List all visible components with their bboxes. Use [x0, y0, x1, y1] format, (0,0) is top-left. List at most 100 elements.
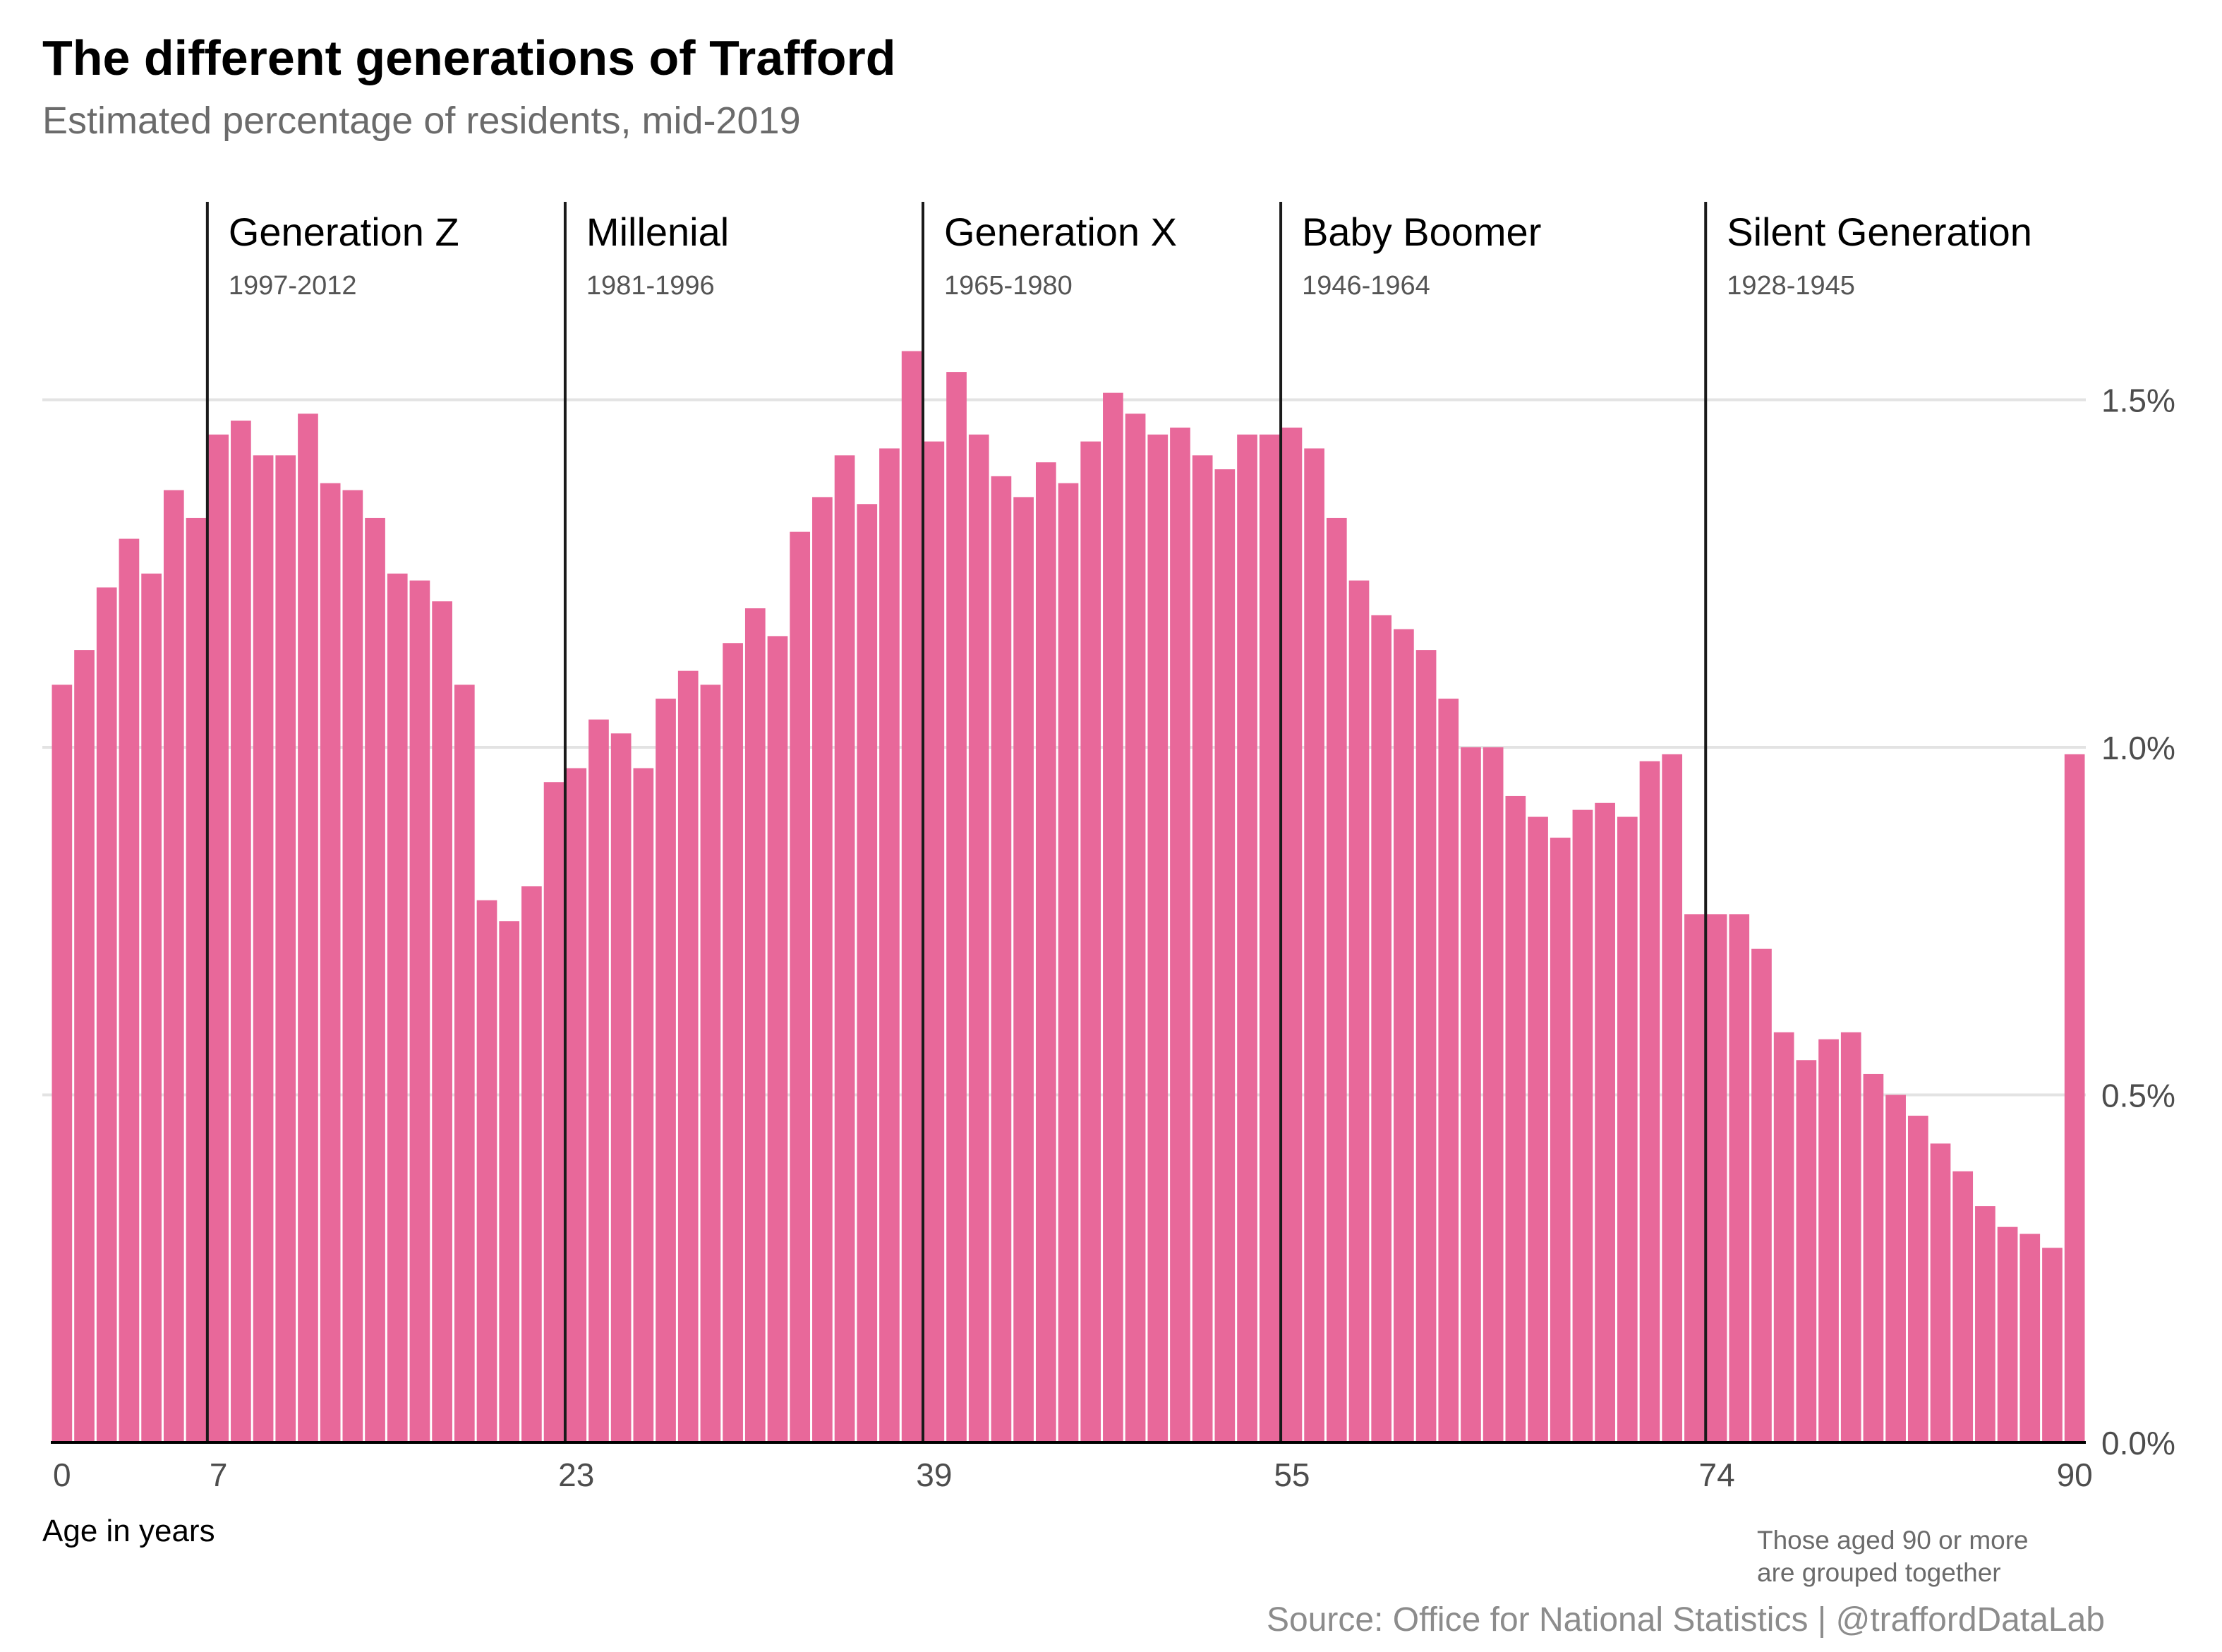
bar	[1125, 414, 1146, 1443]
bar	[901, 351, 922, 1442]
bar	[432, 601, 452, 1442]
axes: 0.0% 0.5% 1.0% 1.5% 0 7 23 39 55 74 90	[51, 382, 2175, 1493]
bar	[1058, 483, 1079, 1443]
x-tick-label: 39	[916, 1457, 952, 1493]
chart-subtitle: Estimated percentage of residents, mid-2…	[42, 100, 801, 142]
bar	[812, 497, 833, 1442]
bar	[163, 490, 184, 1442]
bar	[499, 921, 520, 1442]
bar	[968, 434, 989, 1442]
bar	[1617, 816, 1638, 1442]
bar	[1930, 1143, 1951, 1442]
bar	[1192, 455, 1213, 1442]
bar	[476, 900, 497, 1442]
bars	[52, 351, 2085, 1443]
bar	[1684, 914, 1705, 1442]
generation-years: 1946-1964	[1302, 271, 1430, 301]
bar	[521, 886, 542, 1442]
bar	[543, 782, 564, 1442]
bar	[141, 573, 162, 1442]
bar	[1326, 517, 1347, 1443]
y-tick-label: 0.5%	[2101, 1078, 2175, 1114]
generation-name: Baby Boomer	[1302, 210, 1541, 254]
bar	[1214, 469, 1236, 1442]
bar	[566, 768, 587, 1442]
generation-name: Generation X	[944, 210, 1177, 254]
bar	[342, 490, 363, 1442]
bar	[1572, 809, 1593, 1442]
x-tick-label: 7	[210, 1457, 228, 1493]
bar	[2064, 754, 2085, 1442]
bar	[365, 517, 385, 1443]
generation-name: Silent Generation	[1727, 210, 2032, 254]
bar	[1035, 462, 1056, 1442]
generation-labels: Generation Z 1997-2012 Millenial 1981-1996 G…	[229, 210, 2032, 301]
chart-title: The different generations of Trafford	[42, 30, 896, 85]
bar	[52, 685, 73, 1442]
bar	[1348, 580, 1370, 1442]
bar	[1304, 448, 1324, 1443]
x-tick-label: 74	[1698, 1457, 1734, 1493]
bar	[1170, 427, 1190, 1442]
bar	[1371, 615, 1392, 1442]
bar	[1461, 747, 1481, 1442]
bar	[74, 650, 95, 1442]
x-axis-title: Age in years	[42, 1514, 215, 1548]
bar	[298, 414, 318, 1443]
bar	[275, 455, 296, 1442]
y-tick-label: 1.0%	[2101, 730, 2175, 766]
bar	[1751, 948, 1772, 1442]
bar	[1415, 650, 1437, 1442]
bar	[253, 455, 274, 1442]
y-tick-label: 0.0%	[2101, 1425, 2175, 1461]
bar	[879, 448, 900, 1443]
bar	[1729, 914, 1750, 1442]
bar	[857, 504, 878, 1442]
generation-years: 1997-2012	[229, 271, 357, 301]
bar	[991, 476, 1012, 1442]
bar	[1259, 434, 1280, 1442]
bar	[2042, 1248, 2063, 1442]
y-tick-label: 1.5%	[2101, 382, 2175, 419]
bar	[119, 538, 140, 1442]
generation-years: 1965-1980	[944, 271, 1073, 301]
bar	[834, 455, 855, 1442]
x-tick-label: 90	[2057, 1457, 2093, 1493]
bar	[231, 421, 251, 1442]
bar	[320, 483, 341, 1443]
bar	[2019, 1234, 2041, 1442]
bar	[1147, 434, 1169, 1442]
age-90-note-line-2: are grouped together	[1757, 1558, 2001, 1587]
generation-years: 1981-1996	[586, 271, 715, 301]
x-tick-label: 23	[558, 1457, 594, 1493]
bar	[1796, 1060, 1817, 1442]
bar	[409, 580, 430, 1442]
bar	[1863, 1073, 1884, 1442]
bar	[946, 372, 967, 1442]
bar	[96, 587, 117, 1443]
bar	[1773, 1032, 1794, 1442]
bar	[1528, 816, 1548, 1442]
generation-name: Generation Z	[229, 210, 459, 254]
bar	[610, 733, 632, 1442]
bar	[1706, 914, 1727, 1442]
bar	[790, 531, 811, 1442]
bar	[1595, 802, 1615, 1442]
generation-name: Millenial	[586, 210, 729, 254]
bar	[744, 608, 766, 1442]
bar	[208, 434, 229, 1442]
bar	[1505, 795, 1526, 1442]
bar	[1639, 761, 1660, 1442]
bar	[387, 573, 408, 1442]
bar	[1952, 1171, 1974, 1442]
generation-years: 1928-1945	[1727, 271, 1855, 301]
bar	[767, 636, 788, 1442]
bar	[1013, 497, 1034, 1442]
x-tick-label: 0	[53, 1457, 71, 1493]
bar	[1550, 838, 1571, 1442]
bar	[656, 699, 676, 1442]
bar	[1394, 629, 1414, 1442]
bar	[1237, 434, 1257, 1442]
bar	[1885, 1095, 1906, 1442]
